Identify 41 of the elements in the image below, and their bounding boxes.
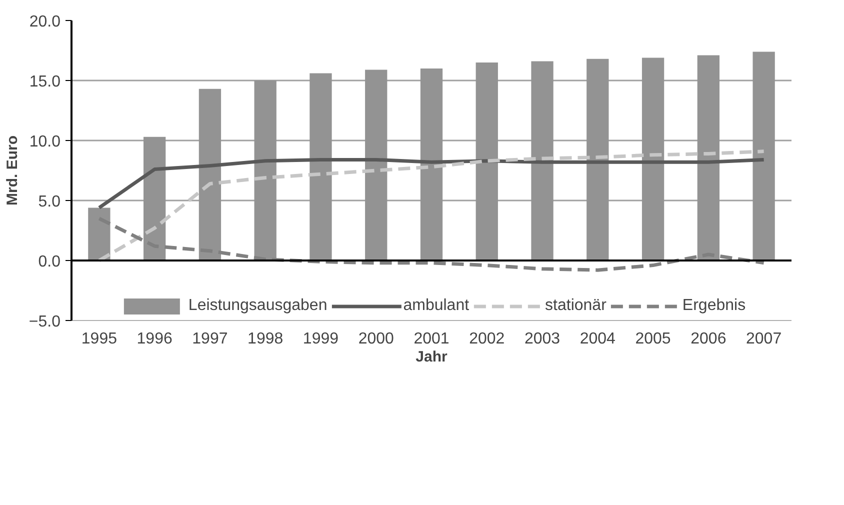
x-tick-label: 2005: [635, 330, 671, 348]
x-tick-label: 1999: [302, 330, 339, 348]
line-series: [97, 150, 766, 262]
bar: [752, 52, 775, 260]
x-tick-label: 2006: [690, 330, 726, 348]
bar: [254, 80, 276, 260]
bar: [531, 61, 554, 260]
x-tick-label: 2004: [580, 330, 616, 348]
x-tick-label: 1998: [248, 330, 284, 348]
line-series: [97, 158, 766, 210]
x-tick-label: 2000: [358, 330, 394, 348]
x-tick-label: 1995: [81, 330, 118, 348]
line-series: [97, 216, 766, 272]
x-tick-label: 2003: [524, 330, 560, 348]
y-tick-label: −5.0: [28, 314, 61, 330]
x-tick-label: 2002: [469, 330, 505, 348]
bar: [420, 68, 443, 260]
bar: [88, 208, 110, 260]
y-tick-label: 10.0: [29, 134, 61, 150]
y-axis-title: Mrd. Euro: [4, 136, 21, 206]
legend-label: stationär: [545, 297, 606, 315]
bar: [697, 55, 720, 260]
bar: [144, 136, 166, 260]
y-tick-label: 20.0: [29, 14, 61, 30]
bar: [198, 88, 222, 260]
x-tick-label: 2007: [746, 330, 782, 348]
bar: [642, 58, 664, 260]
x-tick-label: 1996: [136, 330, 172, 348]
x-tick-label: 1997: [192, 330, 228, 348]
bar: [365, 70, 388, 260]
y-tick-label: 5.0: [38, 194, 61, 210]
y-tick-label: 0.0: [38, 254, 61, 270]
y-tick-label: 15.0: [29, 74, 61, 90]
bar: [476, 62, 498, 260]
x-tick-label: 2001: [414, 330, 450, 348]
bar: [586, 58, 609, 260]
legend-label: Ergebnis: [682, 297, 746, 315]
bar: [310, 73, 332, 260]
x-axis-title: Jahr: [416, 348, 448, 366]
legend-label: Leistungsausgaben: [188, 297, 328, 315]
legend-label: ambulant: [403, 297, 470, 315]
